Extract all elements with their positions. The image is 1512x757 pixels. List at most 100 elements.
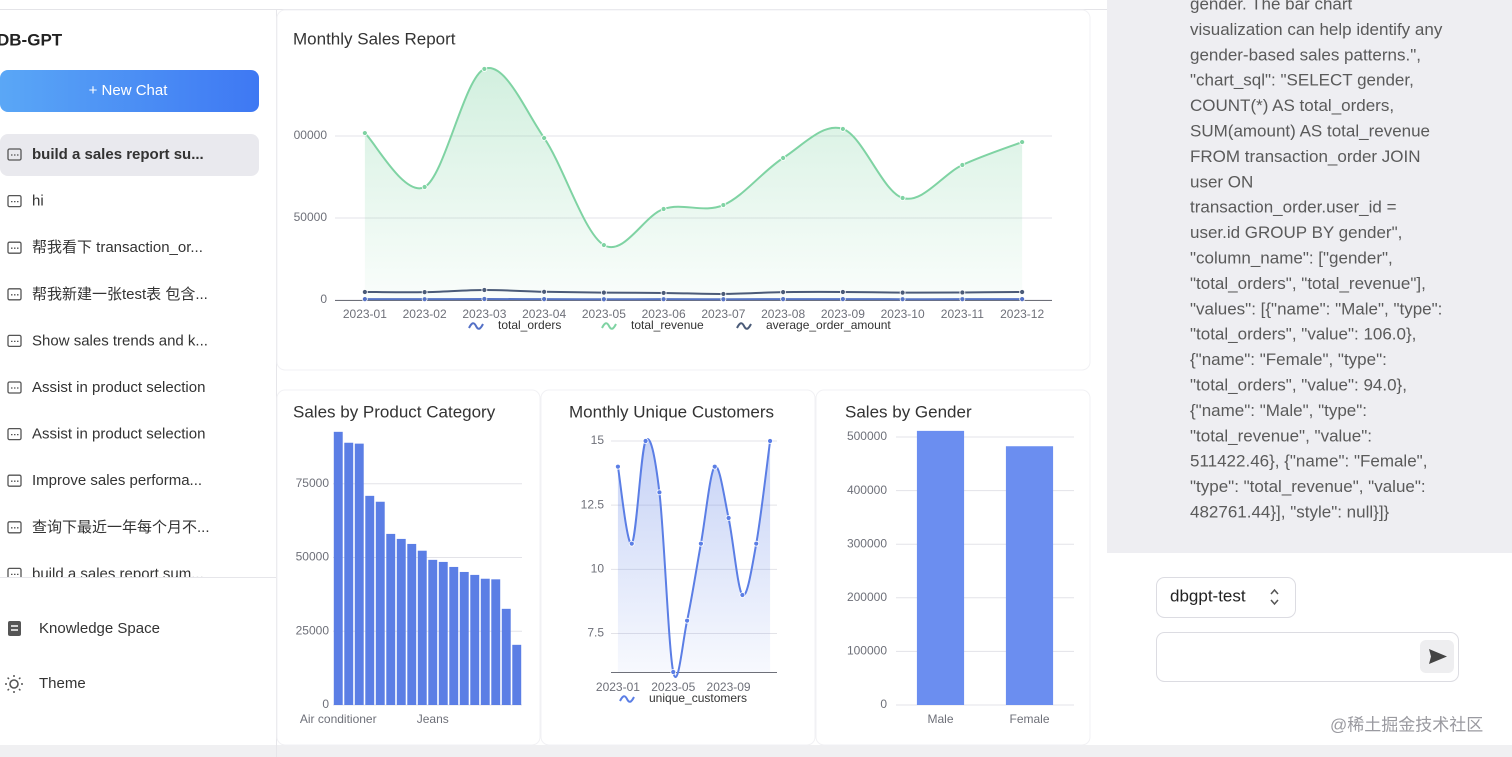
y-tick-label: 75000: [296, 476, 330, 490]
message-line: {"name": "Male", "type":: [1190, 401, 1367, 420]
chat-item[interactable]: 查询下最近一年每个月不...: [32, 519, 210, 536]
message-line: "total_revenue", "value":: [1190, 426, 1372, 445]
chat-icon: [7, 427, 22, 441]
chat-icon: [7, 148, 22, 161]
message-panel: [1107, 0, 1512, 553]
point: [656, 489, 663, 496]
message-line: 511422.46}, {"name": "Female",: [1190, 452, 1427, 471]
point: [839, 289, 846, 295]
point: [684, 617, 690, 624]
y-tick-label: 100000: [287, 128, 327, 142]
x-tick-label: 2023-05: [582, 307, 626, 321]
x-tick-label: 2023-10: [881, 307, 925, 321]
chart-title: Monthly Sales Report: [293, 29, 456, 48]
y-tick-label: 0: [320, 292, 327, 306]
point: [361, 289, 368, 295]
watermark: @稀土掘金技术社区: [1330, 715, 1483, 734]
y-tick-label: 15: [591, 433, 605, 447]
x-tick-label: 2023-06: [642, 307, 686, 321]
database-name[interactable]: dbgpt-test: [1170, 586, 1246, 605]
x-tick-label: 2023-01: [596, 680, 640, 694]
y-tick-label: 12.5: [581, 497, 605, 511]
chat-item[interactable]: hi: [32, 193, 44, 210]
chat-item[interactable]: 帮我看下 transaction_or...: [32, 239, 203, 256]
chat-input[interactable]: [1156, 632, 1459, 682]
chat-list: build a sales report su... hi 帮我看下 transac…: [0, 134, 259, 582]
bar: [417, 550, 427, 705]
new-chat-button[interactable]: [0, 70, 259, 112]
point: [541, 135, 548, 141]
chat-icon: [7, 521, 22, 534]
bottom-strip: [0, 745, 1512, 757]
message-line: visualization can help identify any: [1190, 20, 1443, 39]
x-tick-label: 2023-04: [522, 307, 566, 321]
point: [720, 291, 727, 297]
bar: [512, 644, 522, 705]
x-tick-label: Air conditioner: [300, 712, 377, 726]
legend-icon: [736, 322, 752, 330]
message-line: user.id GROUP BY gender",: [1190, 223, 1402, 242]
bar: [344, 442, 354, 705]
point: [780, 289, 787, 296]
y-tick-label: 25000: [296, 623, 330, 637]
chat-item[interactable]: build a sales report su...: [32, 146, 204, 163]
chat-item[interactable]: Show sales trends and k...: [32, 332, 208, 349]
legend-label: total_orders: [498, 318, 561, 332]
chat-item[interactable]: Improve sales performa...: [32, 472, 202, 489]
y-tick-label: 500000: [847, 429, 887, 443]
legend-label: unique_customers: [649, 691, 747, 705]
bar: [333, 431, 343, 705]
area: [364, 67, 1023, 300]
x-tick-label: Male: [927, 712, 953, 726]
knowledge-icon: [8, 621, 21, 636]
message-line: user ON: [1190, 172, 1253, 191]
point: [959, 162, 966, 168]
point: [1019, 139, 1026, 145]
point: [642, 438, 649, 444]
legend-label: average_order_amount: [766, 318, 891, 332]
chat-item[interactable]: 帮我新建一张test表 包含...: [32, 286, 208, 303]
y-tick-label: 300000: [847, 536, 887, 550]
point: [421, 289, 428, 296]
point: [698, 540, 704, 547]
new-chat-label[interactable]: + New Chat: [89, 82, 169, 99]
point: [753, 540, 760, 547]
legend-icon: [601, 322, 617, 330]
x-tick-label: 2023-02: [403, 307, 447, 321]
x-tick-label: 2023-08: [761, 307, 805, 321]
bar: [501, 608, 511, 705]
message-line: gender-based sales patterns.",: [1190, 45, 1421, 64]
menu-item[interactable]: Knowledge Space: [39, 620, 160, 637]
point: [720, 202, 727, 208]
y-tick-label: 100000: [847, 644, 887, 658]
legend-label: total_revenue: [631, 318, 704, 332]
y-tick-label: 400000: [847, 483, 887, 497]
point: [660, 290, 667, 296]
chat-icon: [7, 288, 22, 301]
select-chevron: [1270, 588, 1279, 606]
chat-item[interactable]: Assist in product selection: [32, 379, 205, 396]
chat-icon: [7, 334, 22, 348]
y-tick-label: 7.5: [587, 626, 604, 640]
message-line: COUNT(*) AS total_orders,: [1190, 96, 1394, 115]
x-tick-label: 2023-09: [821, 307, 865, 321]
x-tick-label: 2023-12: [1000, 307, 1044, 321]
point: [660, 206, 667, 212]
menu-item[interactable]: Theme: [39, 675, 86, 692]
x-tick-label: 2023-07: [701, 307, 745, 321]
chat-icon: [7, 567, 22, 577]
message-line: "column_name": ["gender",: [1190, 248, 1393, 267]
chat-item[interactable]: Assist in product selection: [32, 426, 205, 443]
bar: [375, 501, 385, 705]
point: [780, 155, 787, 161]
legend-icon: [468, 322, 484, 330]
point: [899, 289, 906, 296]
chart: Sales by Gender 0 100000 200000 300000 400000…: [845, 402, 1074, 726]
point: [541, 288, 548, 295]
bar: [916, 430, 965, 705]
point: [361, 130, 368, 136]
database-select[interactable]: [1156, 577, 1296, 618]
chat-item[interactable]: build a sales report sum...: [32, 565, 204, 582]
